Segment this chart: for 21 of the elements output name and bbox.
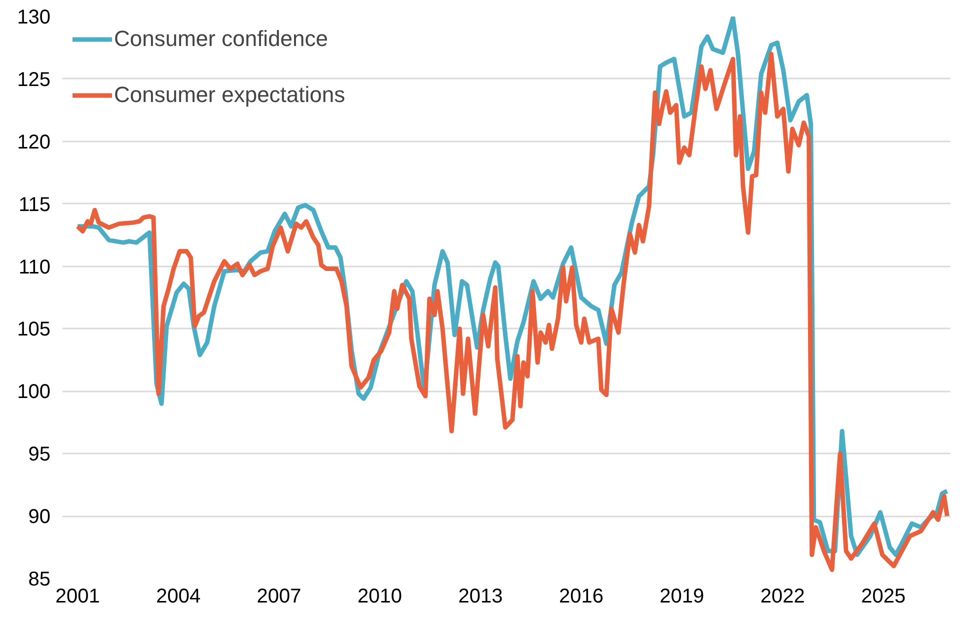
x-tick-label: 2013 <box>458 586 503 608</box>
x-tick-label: 2007 <box>256 586 302 608</box>
x-tick-label: 2025 <box>861 586 906 608</box>
y-tick-label: 125 <box>17 68 51 91</box>
x-tick-label: 2019 <box>660 586 704 608</box>
y-tick-label: 90 <box>28 506 51 528</box>
x-tick-label: 2022 <box>760 586 805 608</box>
y-tick-label: 115 <box>18 194 51 216</box>
x-tick-label: 2010 <box>358 586 402 608</box>
y-tick-label: 105 <box>17 318 51 341</box>
y-tick-label: 110 <box>18 256 51 278</box>
y-tick-label: 85 <box>28 568 51 590</box>
y-tick-label: 120 <box>17 131 51 154</box>
x-tick-label: 2004 <box>156 586 201 608</box>
legend-label: Consumer confidence <box>114 26 328 52</box>
x-tick-label: 2001 <box>55 586 100 608</box>
legend-label: Consumer expectations <box>114 82 346 108</box>
y-tick-label: 95 <box>28 444 51 466</box>
y-tick-label: 130 <box>17 6 51 28</box>
x-tick-label: 2016 <box>558 586 604 608</box>
y-tick-label: 100 <box>17 381 51 404</box>
